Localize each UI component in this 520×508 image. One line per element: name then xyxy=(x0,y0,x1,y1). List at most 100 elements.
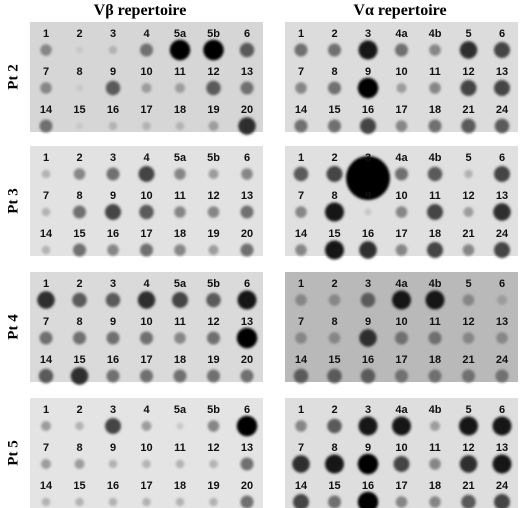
spot-label: 1 xyxy=(298,404,304,416)
blot-spot xyxy=(294,119,308,133)
blot-spot xyxy=(493,203,511,221)
blot-spot xyxy=(294,43,308,57)
blot-spot xyxy=(236,327,258,349)
blot-spot xyxy=(139,204,154,220)
spot-label: 7 xyxy=(298,190,304,202)
spot-label: 10 xyxy=(395,316,407,328)
spot-label: 3 xyxy=(365,152,371,164)
blot-spot xyxy=(346,156,390,200)
spot-label: 12 xyxy=(462,66,474,78)
spot-label: 18 xyxy=(429,228,441,240)
spot-label: 6 xyxy=(499,404,505,416)
spot-label: 1 xyxy=(298,28,304,40)
spot-label: 15 xyxy=(73,104,85,116)
spot-label: 5a xyxy=(174,28,187,40)
spot-label: 6 xyxy=(499,152,505,164)
blot-spot xyxy=(108,121,118,131)
spot-label: 17 xyxy=(140,354,152,366)
spot-label: 7 xyxy=(43,66,49,78)
spot-label: 17 xyxy=(395,228,407,240)
spot-label: 12 xyxy=(207,66,219,78)
spot-label: 16 xyxy=(362,228,374,240)
spot-label: 17 xyxy=(140,480,152,492)
blot-spot xyxy=(295,82,307,94)
blot-spot xyxy=(72,292,87,308)
blot-spot xyxy=(428,119,442,133)
blot-spot xyxy=(108,45,118,55)
spot-label: 1 xyxy=(43,152,49,164)
blot-spot xyxy=(462,294,475,306)
blot-spot xyxy=(395,43,408,57)
blot-spot xyxy=(140,43,153,57)
spot-label: 14 xyxy=(295,354,308,366)
spot-label: 4b xyxy=(429,278,442,290)
blot-spot xyxy=(392,290,411,310)
blot-spot xyxy=(359,241,377,259)
spot-label: 11 xyxy=(429,316,441,328)
blot-spot xyxy=(461,118,476,134)
spot-label: 5 xyxy=(465,28,471,40)
spot-label: 3 xyxy=(110,404,116,416)
spot-label: 10 xyxy=(395,66,407,78)
blot-panel xyxy=(30,146,263,256)
spot-label: 13 xyxy=(241,442,253,454)
spot-label: 8 xyxy=(76,316,82,328)
blot-spot xyxy=(106,167,120,181)
spot-label: 17 xyxy=(395,104,407,116)
spot-label: 4a xyxy=(395,152,408,164)
spot-label: 6 xyxy=(244,404,250,416)
spot-label: 15 xyxy=(328,228,340,240)
spot-label: 11 xyxy=(174,66,186,78)
spot-label: 12 xyxy=(207,442,219,454)
blot-spot xyxy=(140,243,153,257)
spot-label: 14 xyxy=(40,480,53,492)
row-label: Pt 4 xyxy=(5,314,21,340)
blot-spot xyxy=(395,331,408,345)
blot-spot xyxy=(206,292,221,308)
blot-spot xyxy=(73,243,86,257)
blot-spot xyxy=(175,83,185,93)
spot-label: 5a xyxy=(174,404,187,416)
spot-label: 2 xyxy=(76,28,82,40)
spot-label: 12 xyxy=(462,190,474,202)
blot-spot xyxy=(494,494,510,508)
blot-spot xyxy=(429,458,441,470)
blot-spot xyxy=(325,454,344,474)
blot-spot xyxy=(395,120,408,132)
spot-label: 2 xyxy=(331,152,337,164)
blot-spot xyxy=(292,455,310,473)
blot-spot xyxy=(393,456,410,472)
blot-spot xyxy=(208,169,219,179)
blot-spot xyxy=(359,329,377,347)
blot-spot xyxy=(327,368,342,384)
spot-label: 13 xyxy=(496,66,508,78)
spot-label: 20 xyxy=(241,104,253,116)
blot-spot xyxy=(328,332,341,344)
spot-label: 9 xyxy=(365,66,371,78)
spot-label: 5a xyxy=(174,152,187,164)
blot-spot xyxy=(236,415,258,437)
spot-label: 7 xyxy=(298,316,304,328)
blot-spot xyxy=(75,497,84,507)
spot-label: 21 xyxy=(462,480,474,492)
blot-spot xyxy=(174,244,186,256)
blot-panel xyxy=(285,22,518,132)
blot-spot xyxy=(174,168,186,180)
blot-spot xyxy=(70,367,89,385)
spot-label: 4a xyxy=(395,404,408,416)
spot-label: 21 xyxy=(462,104,474,116)
spot-label: 6 xyxy=(244,278,250,290)
blot-spot xyxy=(37,291,55,309)
spot-label: 9 xyxy=(110,442,116,454)
spot-label: 7 xyxy=(43,316,49,328)
blot-spot xyxy=(295,294,307,306)
blot-spot xyxy=(293,494,309,508)
blot-spot xyxy=(39,331,53,345)
blot-spot xyxy=(141,421,152,431)
blot-spot xyxy=(425,290,445,310)
blot-spot xyxy=(141,83,152,93)
spot-label: 9 xyxy=(365,316,371,328)
spot-label: 1 xyxy=(298,152,304,164)
spot-label: 15 xyxy=(328,104,340,116)
